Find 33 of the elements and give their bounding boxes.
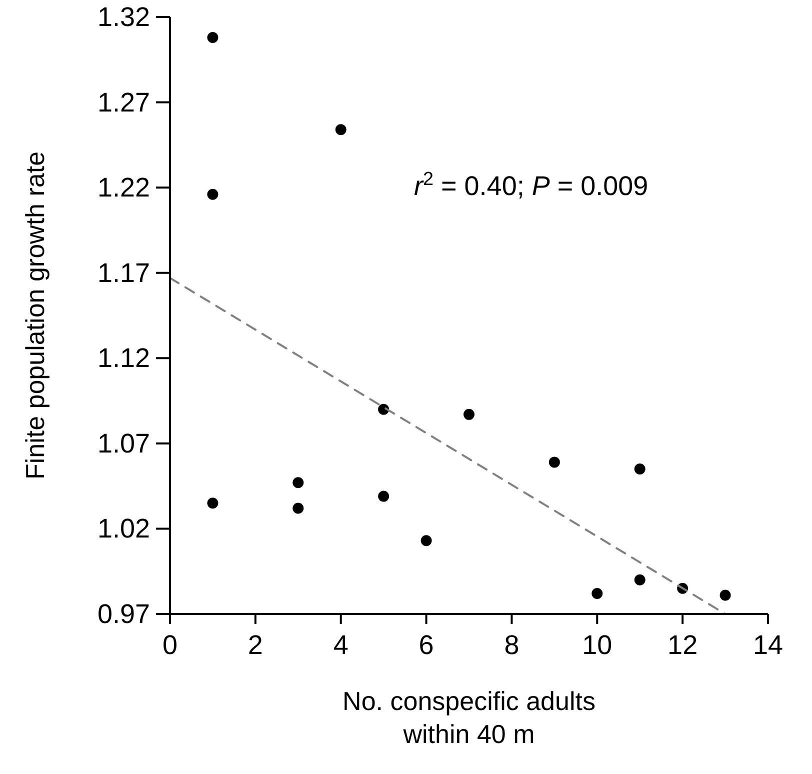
x-tick-label: 12 bbox=[668, 630, 698, 660]
y-axis-title: Finite population growth rate bbox=[20, 151, 50, 480]
y-tick-label: 1.07 bbox=[97, 428, 150, 458]
y-tick-label: 1.32 bbox=[97, 2, 150, 32]
x-tick-label: 14 bbox=[752, 630, 784, 660]
point bbox=[592, 588, 603, 600]
x-tick-label: 0 bbox=[162, 630, 178, 660]
point bbox=[378, 490, 390, 502]
x-axis-title: No. conspecific adults within 40 m bbox=[342, 686, 596, 749]
point bbox=[634, 574, 646, 586]
point bbox=[464, 408, 474, 420]
x-tick-label: 10 bbox=[582, 630, 612, 660]
point bbox=[335, 124, 346, 136]
y-tick-label: 1.02 bbox=[97, 514, 150, 544]
y-tick-label: 0.97 bbox=[97, 599, 150, 629]
x-tick-label: 2 bbox=[248, 630, 263, 660]
point bbox=[548, 456, 560, 468]
point bbox=[207, 498, 218, 509]
point bbox=[634, 464, 646, 475]
y-tick-label: 1.27 bbox=[97, 87, 150, 118]
y-tick-label: 1.22 bbox=[97, 172, 150, 203]
point bbox=[207, 188, 218, 200]
y-tick-label: 1.17 bbox=[97, 258, 150, 288]
y-tick-label: 1.12 bbox=[97, 343, 150, 374]
point bbox=[420, 535, 432, 546]
annotation: r$^{2}$ = 0.40; P = 0.009 bbox=[414, 168, 648, 201]
point bbox=[207, 32, 218, 43]
x-tick-label: 4 bbox=[333, 630, 348, 660]
point bbox=[292, 477, 304, 488]
x-tick-label: 8 bbox=[504, 630, 520, 660]
point bbox=[720, 590, 731, 601]
point bbox=[292, 502, 304, 514]
x-tick-label: 6 bbox=[418, 630, 434, 660]
